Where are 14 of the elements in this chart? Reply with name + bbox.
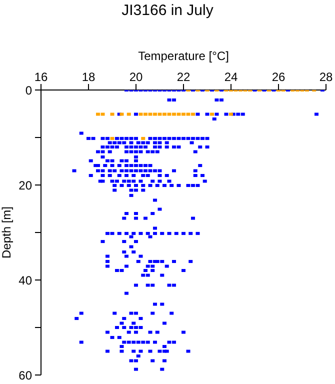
y-tick-label: 40 bbox=[18, 273, 32, 288]
x-tick-label: 28 bbox=[319, 70, 333, 84]
y-tick-label: 20 bbox=[18, 178, 32, 192]
x-tick-label: 18 bbox=[82, 70, 96, 84]
x-tick-label: 20 bbox=[129, 70, 143, 84]
chart-title: JI3166 in July bbox=[120, 2, 214, 19]
x-tick-label: 24 bbox=[224, 70, 238, 84]
x-tick-label: 16 bbox=[34, 70, 48, 84]
y-axis-title: Depth [m] bbox=[0, 206, 14, 259]
y-tick-label: 60 bbox=[18, 368, 32, 382]
x-axis-title: Temperature [°C] bbox=[137, 49, 230, 63]
x-tick-label: 22 bbox=[176, 70, 190, 84]
y-tick-label: 0 bbox=[25, 83, 32, 98]
x-tick-label: 26 bbox=[272, 70, 286, 84]
